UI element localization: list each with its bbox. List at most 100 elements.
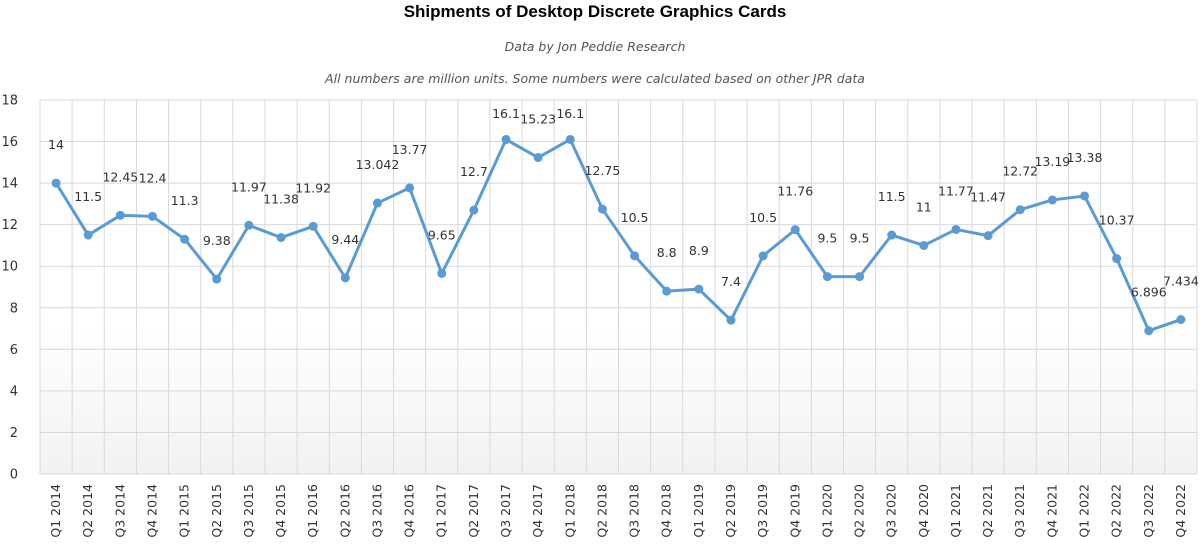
data-label: 11 — [916, 199, 932, 214]
x-tick-label: Q2 2020 — [852, 484, 867, 538]
data-label: 7.434 — [1163, 274, 1199, 289]
x-tick-label: Q3 2014 — [112, 484, 127, 538]
data-label: 13.77 — [392, 142, 428, 157]
chart-note: All numbers are million units. Some numb… — [325, 71, 865, 86]
data-point — [790, 225, 800, 235]
data-label: 9.5 — [850, 231, 870, 246]
data-point — [597, 204, 607, 214]
x-tick-label: Q3 2019 — [755, 484, 770, 538]
data-point — [180, 234, 190, 244]
data-label: 10.37 — [1099, 213, 1135, 228]
y-tick-label: 8 — [10, 301, 18, 316]
x-tick-label: Q4 2018 — [659, 484, 674, 538]
y-tick-label: 12 — [1, 218, 18, 233]
x-tick-label: Q1 2019 — [691, 484, 706, 538]
data-label: 11.5 — [74, 189, 102, 204]
data-point — [83, 230, 93, 240]
data-point — [1047, 195, 1057, 205]
data-label: 11.97 — [231, 179, 267, 194]
data-point — [758, 251, 768, 261]
x-tick-label: Q1 2018 — [562, 484, 577, 538]
x-tick-label: Q1 2014 — [48, 484, 63, 538]
x-tick-label: Q4 2016 — [402, 484, 417, 538]
data-label: 9.38 — [203, 233, 231, 248]
data-label: 16.1 — [492, 106, 520, 121]
data-point — [1144, 326, 1154, 336]
x-tick-label: Q4 2019 — [787, 484, 802, 538]
data-label: 9.65 — [428, 227, 456, 242]
x-tick-label: Q1 2016 — [305, 484, 320, 538]
series-line — [54, 137, 1183, 333]
data-point — [115, 210, 125, 220]
x-tick-label: Q2 2019 — [723, 484, 738, 538]
data-label: 12.4 — [139, 170, 167, 185]
x-tick-label: Q3 2016 — [369, 484, 384, 538]
data-label: 12.75 — [585, 163, 621, 178]
data-label: 13.042 — [356, 157, 400, 172]
x-tick-label: Q4 2022 — [1173, 484, 1188, 538]
x-tick-label: Q3 2020 — [884, 484, 899, 538]
x-tick-label: Q2 2018 — [594, 484, 609, 538]
data-point — [405, 183, 415, 193]
data-point — [919, 240, 929, 250]
y-tick-label: 0 — [10, 468, 18, 483]
data-point — [887, 230, 897, 240]
data-point — [726, 315, 736, 325]
x-tick-label: Q2 2015 — [209, 484, 224, 538]
data-point — [951, 224, 961, 234]
data-label: 10.5 — [749, 210, 777, 225]
data-point — [212, 274, 222, 284]
x-tick-label: Q2 2014 — [80, 484, 95, 538]
x-tick-label: Q3 2017 — [498, 484, 513, 538]
data-point — [565, 134, 575, 144]
series-line-group — [51, 134, 1186, 336]
x-tick-label: Q4 2014 — [144, 484, 159, 538]
y-tick-label: 10 — [1, 260, 18, 275]
data-point — [1112, 254, 1122, 264]
data-label: 16.1 — [556, 106, 584, 121]
data-label: 14 — [48, 137, 64, 152]
data-point — [340, 273, 350, 283]
data-point — [983, 231, 993, 241]
data-point — [662, 286, 672, 296]
data-point — [694, 284, 704, 294]
x-tick-label: Q4 2020 — [916, 484, 931, 538]
data-label: 10.5 — [621, 210, 649, 225]
data-label: 15.23 — [520, 112, 556, 127]
data-label: 11.76 — [777, 184, 813, 199]
data-point — [822, 272, 832, 282]
x-tick-label: Q4 2021 — [1044, 484, 1059, 538]
data-point — [437, 268, 447, 278]
grid-lines — [39, 99, 1198, 475]
data-label: 12.7 — [460, 164, 488, 179]
data-label: 12.45 — [102, 169, 138, 184]
x-tick-label: Q1 2015 — [177, 484, 192, 538]
data-label: 8.9 — [689, 243, 709, 258]
y-tick-label: 14 — [1, 177, 18, 192]
data-label: 11.3 — [171, 193, 199, 208]
data-point — [51, 178, 61, 188]
x-tick-label: Q2 2021 — [980, 484, 995, 538]
data-point — [1015, 205, 1025, 215]
y-tick-label: 2 — [10, 426, 18, 441]
y-tick-label: 6 — [10, 343, 18, 358]
x-tick-label: Q3 2021 — [1012, 484, 1027, 538]
data-point — [1176, 315, 1186, 325]
y-tick-label: 16 — [1, 135, 18, 150]
data-label: 6.896 — [1131, 285, 1167, 300]
y-tick-label: 18 — [1, 94, 18, 109]
data-label: 8.8 — [657, 245, 677, 260]
x-tick-label: Q1 2017 — [434, 484, 449, 538]
data-label: 11.38 — [263, 192, 299, 207]
data-label: 11.77 — [938, 183, 974, 198]
data-label: 11.5 — [878, 189, 906, 204]
data-point — [276, 233, 286, 243]
data-label: 13.38 — [1067, 150, 1103, 165]
data-label: 11.92 — [295, 180, 331, 195]
data-point — [855, 272, 865, 282]
y-axis: 0 2 4 6 8 10 12 14 16 18 — [1, 94, 18, 483]
x-tick-label: Q3 2015 — [241, 484, 256, 538]
x-tick-label: Q1 2020 — [819, 484, 834, 538]
data-point — [244, 220, 254, 230]
